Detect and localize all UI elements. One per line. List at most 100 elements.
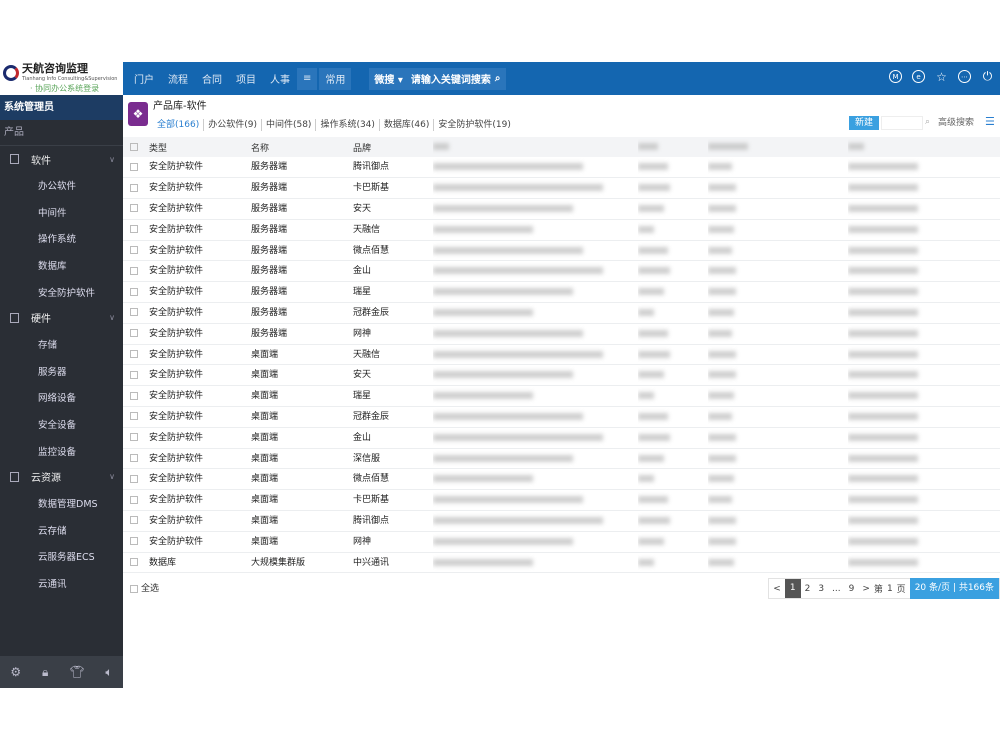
table-row[interactable]: 安全防护软件 桌面端 网神 (123, 531, 1000, 553)
row-checkbox[interactable] (130, 433, 138, 442)
power-icon[interactable]: ⏻ (982, 69, 993, 83)
m-icon[interactable]: M (889, 70, 902, 83)
sidebar-item[interactable]: 数据库 (38, 261, 67, 273)
nav-project[interactable]: 项目 (236, 75, 256, 86)
sidebar-item[interactable]: 服务器 (38, 366, 67, 378)
sidebar-item[interactable]: 数据管理DMS (38, 499, 98, 511)
table-row[interactable]: 安全防护软件 桌面端 卡巴斯基 (123, 489, 1000, 512)
nav-portal[interactable]: 门户 (134, 75, 154, 86)
table-row[interactable]: 安全防护软件 桌面端 天融信 (123, 344, 1000, 366)
table-row[interactable]: 安全防护软件 桌面端 冠群金辰 (123, 406, 1000, 428)
row-checkbox[interactable] (130, 162, 138, 171)
page-1[interactable]: 1 (784, 579, 801, 599)
search-icon[interactable]: ⌕ (925, 117, 931, 127)
settings-icon[interactable]: ⚙ (10, 665, 22, 679)
row-checkbox[interactable] (130, 454, 138, 463)
row-checkbox[interactable] (130, 495, 138, 504)
row-checkbox[interactable] (130, 266, 138, 275)
nav-process[interactable]: 流程 (168, 75, 188, 86)
row-checkbox[interactable] (130, 183, 138, 192)
filter-tab[interactable]: 办公软件(9) (204, 119, 262, 131)
search-icon[interactable]: ⌕ (494, 73, 501, 84)
speaker-icon[interactable]: 🔈︎ (105, 664, 113, 679)
sidebar-item[interactable]: 云服务器ECS (38, 552, 95, 564)
table-search-input[interactable] (881, 116, 923, 130)
header-checkbox[interactable] (130, 142, 138, 151)
table-row[interactable]: 安全防护软件 桌面端 腾讯御点 (123, 510, 1000, 532)
sidebar-item[interactable]: 操作系统 (38, 234, 77, 246)
row-checkbox[interactable] (130, 350, 138, 359)
row-checkbox[interactable] (130, 287, 138, 296)
nav-hr[interactable]: 人事 (270, 75, 290, 86)
global-search[interactable]: 微搜 ▾ 请输入关键词搜索 ⌕ (369, 67, 506, 90)
page-size-select[interactable]: 20 条/页 | 共166条 (909, 578, 999, 600)
filter-tab[interactable]: 全部(166) (153, 119, 205, 131)
table-row[interactable]: 安全防护软件 桌面端 微点佰慧 (123, 468, 1000, 491)
col-brand[interactable]: 品牌 (353, 137, 433, 157)
table-row[interactable]: 安全防护软件 桌面端 安天 (123, 364, 1000, 387)
row-checkbox[interactable] (130, 516, 138, 525)
select-all[interactable]: 全选 (130, 583, 159, 595)
page-9[interactable]: 9 (848, 583, 855, 594)
sidebar-group[interactable]: 软件 ∨ (0, 146, 123, 172)
sidebar-item[interactable]: 安全设备 (38, 420, 77, 432)
nav-contract[interactable]: 合同 (202, 75, 222, 86)
goto-page-input[interactable]: 1 (886, 583, 893, 594)
next-page-button[interactable]: > (862, 583, 870, 594)
row-checkbox[interactable] (130, 391, 138, 400)
sidebar-item[interactable]: 云通讯 (38, 579, 67, 591)
row-checkbox[interactable] (130, 308, 138, 317)
nav-common[interactable]: 常用 (319, 67, 352, 90)
e-icon[interactable]: e (912, 70, 925, 83)
sidebar-item[interactable]: 安全防护软件 (38, 287, 96, 299)
sidebar-item[interactable]: 监控设备 (38, 446, 77, 458)
prev-page-button[interactable]: < (773, 583, 781, 594)
shirt-icon[interactable]: 👕︎ (69, 665, 85, 679)
sidebar-item[interactable]: 存储 (38, 340, 58, 352)
filter-tab[interactable]: 中间件(58) (262, 119, 317, 131)
table-row[interactable]: 安全防护软件 桌面端 金山 (123, 427, 1000, 449)
row-checkbox[interactable] (130, 246, 138, 255)
table-row[interactable]: 安全防护软件 服务器端 安天 (123, 198, 1000, 220)
select-all-checkbox[interactable] (130, 585, 138, 594)
sidebar-group[interactable]: 硬件 ∨ (0, 305, 123, 331)
table-row[interactable]: 安全防护软件 服务器端 网神 (123, 323, 1000, 345)
filter-tab[interactable]: 操作系统(34) (316, 119, 380, 131)
row-checkbox[interactable] (130, 474, 138, 483)
table-row[interactable]: 安全防护软件 服务器端 天融信 (123, 219, 1000, 241)
row-checkbox[interactable] (130, 204, 138, 213)
new-button[interactable]: 新建 (849, 116, 880, 130)
table-row[interactable]: 安全防护软件 桌面端 深信服 (123, 448, 1000, 470)
row-checkbox[interactable] (130, 537, 138, 546)
sidebar-item[interactable]: 办公软件 (38, 181, 77, 193)
list-view-icon[interactable]: ☰ (985, 115, 995, 128)
table-row[interactable]: 安全防护软件 桌面端 瑞星 (123, 385, 1000, 408)
advanced-search-button[interactable]: 高级搜索 (938, 118, 975, 128)
more-icon[interactable]: ⋯ (958, 70, 971, 83)
lock-icon[interactable]: 🔒︎ (42, 664, 49, 679)
table-row[interactable]: 安全防护软件 服务器端 卡巴斯基 (123, 177, 1000, 200)
table-row[interactable]: 数据库 大规模集群版 中兴通讯 (123, 552, 1000, 574)
table-row[interactable]: 安全防护软件 服务器端 冠群金辰 (123, 302, 1000, 324)
search-scope-dropdown[interactable]: 微搜 ▾ (374, 75, 403, 86)
sidebar-group[interactable]: 云资源 ∨ (0, 464, 123, 490)
table-row[interactable]: 安全防护软件 服务器端 腾讯御点 (123, 157, 1000, 179)
row-checkbox[interactable] (130, 370, 138, 379)
row-checkbox[interactable] (130, 225, 138, 234)
page-2[interactable]: 2 (804, 583, 811, 594)
menu-icon[interactable]: ≡ (297, 67, 318, 90)
row-checkbox[interactable] (130, 412, 138, 421)
row-checkbox[interactable] (130, 558, 138, 567)
row-checkbox[interactable] (130, 329, 138, 338)
filter-tab[interactable]: 安全防护软件(19) (438, 120, 511, 130)
sidebar-item[interactable]: 网络设备 (38, 393, 77, 405)
table-row[interactable]: 安全防护软件 服务器端 瑞星 (123, 281, 1000, 304)
search-input[interactable]: 请输入关键词搜索 (410, 75, 491, 86)
filter-tab[interactable]: 数据库(46) (380, 119, 435, 131)
sidebar-item[interactable]: 中间件 (38, 207, 67, 219)
table-row[interactable]: 安全防护软件 服务器端 微点佰慧 (123, 240, 1000, 262)
sidebar-item[interactable]: 云存储 (38, 525, 67, 537)
page-3[interactable]: 3 (818, 583, 825, 594)
star-icon[interactable]: ☆ (936, 69, 947, 84)
table-row[interactable]: 安全防护软件 服务器端 金山 (123, 260, 1000, 283)
